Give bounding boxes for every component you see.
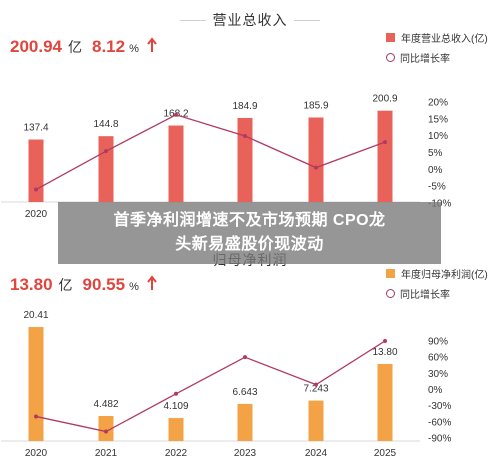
bar-value-label: 185.9 [303,101,328,112]
revenue-chart-title: 营业总收入 [212,12,288,28]
up-arrow-icon [147,275,157,296]
y-right-tick-label: -90% [428,434,451,445]
y-right-tick-label: 10% [428,131,448,142]
bar-value-label: 144.8 [93,119,118,130]
x-tick-label: 2024 [305,448,328,459]
line-marker-swatch [386,52,395,62]
y-right-tick-label: 90% [428,337,448,348]
news-headline-line-2: 头新易盛股价现波动 [175,236,324,253]
legend-item-profit-bar: 年度归母净利润(亿) [386,263,488,283]
revenue-growth: 8.12 [92,37,126,56]
growth-line [35,114,386,191]
revenue-value: 200.94 [10,37,62,56]
profit-value: 13.80 [10,275,53,294]
bar [237,117,253,202]
legend-label: 年度归母净利润(亿) [401,269,488,281]
revenue-chart: 137.4144.8168.2184.9185.9200.920%15%10%5… [1,94,451,220]
legend-label: 同比增长率 [400,289,450,301]
y-right-tick-label: -30% [428,401,451,412]
legend-label: 年度营业总收入(亿) [401,33,488,45]
profit-legend: 年度归母净利润(亿) 同比增长率 [386,263,488,303]
bar-swatch [386,268,395,278]
bar-value-label: 20.41 [23,310,48,321]
bar [237,403,253,441]
growth-point [104,429,108,434]
profit-unit: 亿 [58,277,73,293]
y-right-tick-label: 60% [428,353,448,364]
profit-chart: 20.41 4.482 4.109 6.643 7.243 13.80 90% 60% 30% 0… [1,310,451,459]
bar-value-label: 200.9 [372,94,397,105]
growth-point [383,140,387,145]
profit-headline: 13.80 亿 90.55% [10,275,157,296]
growth-point [243,355,247,360]
y-right-tick-label: 20% [428,98,448,109]
y-right-tick-label: 15% [428,114,448,125]
bar [168,125,184,202]
y-right-tick-label: -5% [428,182,446,193]
y-right-tick-label: 30% [428,369,448,380]
growth-point [314,165,318,170]
bar [308,117,324,202]
up-arrow-icon [147,37,157,58]
x-tick-label: 2023 [234,448,257,459]
bar [98,136,114,202]
bar-value-label: 4.109 [163,401,188,412]
bar-value-label: 184.9 [232,101,257,112]
legend-item-revenue-growth: 同比增长率 [386,47,488,67]
revenue-legend: 年度营业总收入(亿) 同比增长率 [386,27,488,67]
news-headline-line-1: 首季净利润增速不及市场预期 CPO龙 [113,212,386,229]
x-tick-label: 2021 [95,448,118,459]
bar [377,363,393,441]
legend-label: 同比增长率 [400,53,450,65]
growth-point [174,391,178,396]
line-marker-swatch [386,288,395,298]
bar [28,139,44,202]
growth-point [104,149,108,154]
bar [28,327,44,441]
legend-item-profit-growth: 同比增长率 [386,283,488,303]
legend-item-revenue-bar: 年度营业总收入(亿) [386,27,488,47]
growth-point [383,339,387,343]
profit-growth: 90.55 [82,275,126,294]
revenue-unit: 亿 [68,39,82,55]
growth-point [243,134,247,139]
bar [98,415,114,441]
bar-value-label: 13.80 [372,347,397,358]
news-headline-overlay: 首季净利润增速不及市场预期 CPO龙 头新易盛股价现波动 [58,202,441,264]
y-right-tick-label: -60% [428,417,451,428]
y-right-tick-label: 5% [428,148,443,159]
x-tick-label: 2020 [25,209,48,220]
bar-value-label: 6.643 [232,387,257,398]
bar-value-label: 7.243 [303,384,328,395]
growth-line [35,340,386,433]
x-tick-label: 2020 [25,448,48,459]
growth-point [34,414,38,419]
growth-point [174,112,178,117]
growth-point [314,382,318,387]
profit-growth-unit: % [129,281,139,293]
revenue-panel: 营业总收入 200.94 亿 8.12% 年度营业总收入(亿) 同比增长率 137.… [1,12,488,220]
y-right-tick-label: 0% [428,165,443,176]
bar-value-label: 137.4 [23,123,48,134]
growth-point [34,187,38,192]
x-tick-label: 2025 [374,448,397,459]
title-divider-left [180,20,206,21]
bar [168,418,184,441]
revenue-growth-unit: % [129,43,139,55]
revenue-headline: 200.94 亿 8.12% [10,37,157,58]
bar [377,110,393,202]
bar-value-label: 4.482 [93,399,118,410]
title-divider-right [294,20,320,21]
x-tick-label: 2022 [165,448,188,459]
bar [308,400,324,441]
bar-swatch [386,32,395,42]
y-right-tick-label: 0% [428,385,443,396]
